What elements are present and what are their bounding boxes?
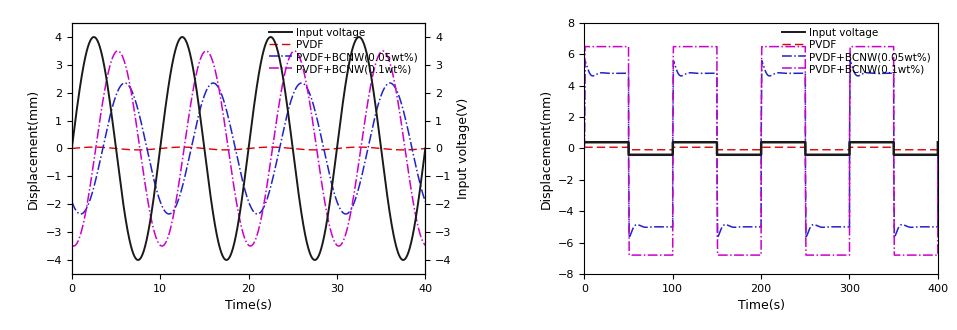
X-axis label: Time(s): Time(s): [225, 299, 272, 312]
Legend: Input voltage, PVDF, PVDF+BCNW(0.05wt%), PVDF+BCNW(0.1wt%): Input voltage, PVDF, PVDF+BCNW(0.05wt%),…: [267, 26, 420, 76]
Y-axis label: Input voltage(V): Input voltage(V): [457, 98, 470, 199]
Legend: Input voltage, PVDF, PVDF+BCNW(0.05wt%), PVDF+BCNW(0.1wt%): Input voltage, PVDF, PVDF+BCNW(0.05wt%),…: [780, 26, 933, 76]
Y-axis label: Displacement(mm): Displacement(mm): [27, 88, 40, 209]
X-axis label: Time(s): Time(s): [738, 299, 785, 312]
Y-axis label: Displacement(mm): Displacement(mm): [540, 88, 552, 209]
